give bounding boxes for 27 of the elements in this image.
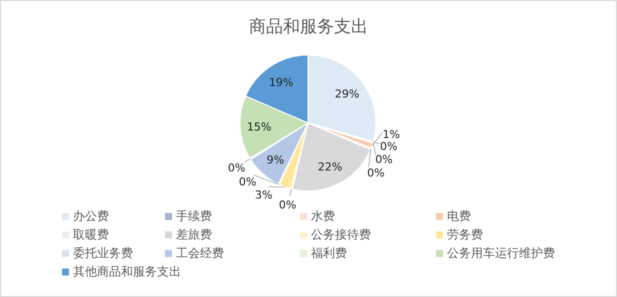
chart-title: 商品和服务支出 [249, 17, 368, 37]
data-label: 3% [254, 188, 272, 202]
data-label: 0% [375, 152, 393, 166]
legend-label: 电费 [447, 209, 471, 223]
legend-label: 委托业务费 [73, 246, 133, 260]
legend-label: 取暖费 [73, 228, 109, 242]
legend-label: 公务接待费 [311, 228, 371, 242]
data-label: 0% [278, 198, 296, 212]
data-label: 29% [334, 87, 360, 100]
legend-label: 办公费 [73, 209, 109, 223]
data-label: 0% [238, 175, 256, 188]
data-label: 9% [266, 154, 284, 167]
data-label: 19% [268, 76, 294, 90]
legend-label: 工会经费 [176, 246, 224, 260]
legend-label: 手续费 [176, 209, 212, 223]
legend-label: 福利费 [311, 246, 347, 260]
legend-label: 水费 [311, 209, 335, 223]
data-label: 15% [246, 120, 272, 134]
data-label: 0% [380, 140, 398, 154]
data-label: 1% [382, 128, 400, 141]
legend-label: 公务用车运行维护费 [447, 246, 555, 260]
data-label: 22% [318, 160, 342, 174]
legend-label: 其他商品和服务支出 [73, 264, 181, 278]
legend-label: 劳务费 [447, 228, 483, 242]
legend-label: 差旅费 [176, 228, 212, 242]
data-label: 0% [367, 166, 385, 180]
data-label: 0% [228, 161, 246, 174]
